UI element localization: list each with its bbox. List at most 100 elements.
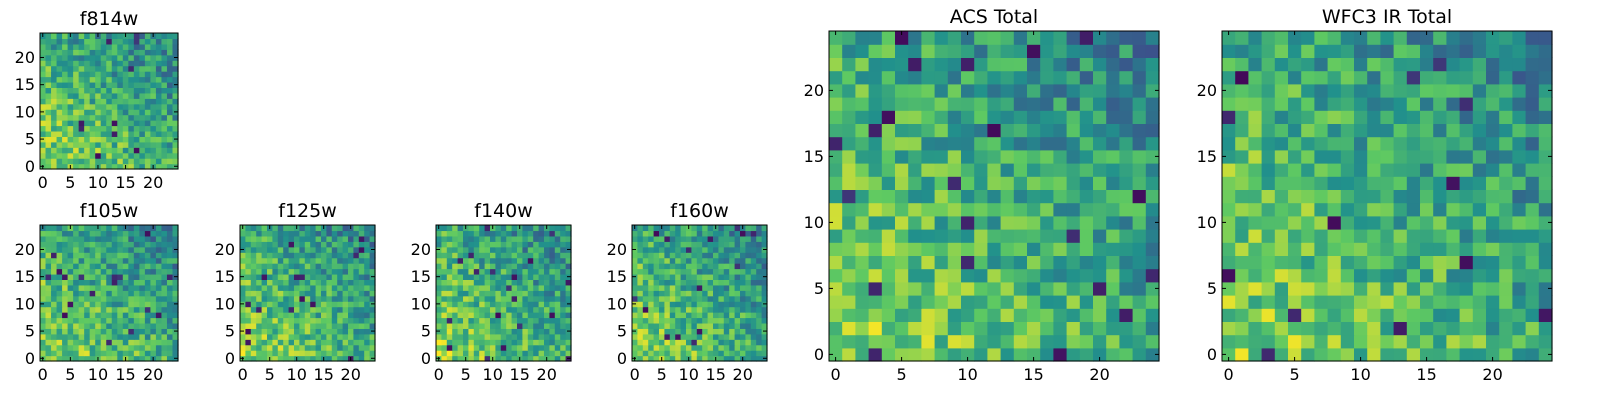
heatmap-cell xyxy=(527,284,534,291)
heatmap-cell xyxy=(1446,176,1461,190)
heatmap-cell xyxy=(895,83,909,98)
heatmap-cell xyxy=(522,235,529,242)
heatmap-cell xyxy=(1027,44,1041,58)
heatmap-cell xyxy=(1314,229,1329,243)
heatmap-cell xyxy=(56,109,63,116)
heatmap-cell xyxy=(729,333,736,340)
heatmap-cell xyxy=(1119,215,1134,230)
heatmap-cell xyxy=(745,322,752,329)
y-tick-label: 5 xyxy=(25,130,35,149)
heatmap-cell xyxy=(1093,189,1107,204)
heatmap-cell xyxy=(761,344,768,351)
heatmap-cell xyxy=(463,295,469,302)
heatmap-cell xyxy=(718,235,725,242)
heatmap-cell xyxy=(642,306,649,313)
heatmap-cell xyxy=(522,328,529,335)
heatmap-cell xyxy=(554,273,561,280)
heatmap-cell xyxy=(1340,281,1355,296)
heatmap-cell xyxy=(1261,334,1276,349)
heatmap-cell xyxy=(95,103,102,110)
heatmap-cell xyxy=(908,83,922,98)
y-tick-label: 0 xyxy=(421,349,431,368)
heatmap-cell xyxy=(106,54,113,61)
heatmap-cell xyxy=(78,350,85,357)
heatmap-cell xyxy=(150,344,157,351)
heatmap-cell xyxy=(348,322,354,329)
heatmap-cell xyxy=(855,255,870,270)
heatmap-cell xyxy=(111,268,118,275)
heatmap-cell xyxy=(84,230,91,237)
y-tick-label: 20 xyxy=(607,240,627,259)
heatmap-cell xyxy=(315,344,322,351)
heatmap-cell xyxy=(261,333,268,340)
heatmap-cell xyxy=(1446,215,1461,230)
heatmap-cell xyxy=(73,328,80,335)
heatmap-cell xyxy=(527,350,534,357)
heatmap-cell xyxy=(150,147,157,154)
heatmap-cell xyxy=(133,60,140,67)
heatmap-cell xyxy=(299,263,306,270)
heatmap-cell xyxy=(921,70,936,85)
heatmap-cell xyxy=(1327,176,1342,190)
heatmap-cell xyxy=(283,339,290,346)
heatmap-cell xyxy=(1499,57,1513,72)
heatmap-cell xyxy=(100,92,107,99)
heatmap-cell xyxy=(150,317,157,324)
heatmap-cell xyxy=(696,252,703,259)
heatmap-cell xyxy=(73,235,80,242)
heatmap-cell xyxy=(756,225,763,232)
heatmap-cell xyxy=(842,334,856,349)
y-tick-label: 5 xyxy=(225,322,235,341)
heatmap-cell xyxy=(1040,281,1054,296)
heatmap-cell xyxy=(117,158,124,165)
heatmap-cell xyxy=(452,284,459,291)
heatmap-cell xyxy=(1093,295,1107,309)
heatmap-cell xyxy=(51,152,58,159)
heatmap-cell xyxy=(250,322,257,329)
heatmap-cell xyxy=(1354,229,1368,243)
heatmap-cell xyxy=(934,281,949,296)
x-tick-label: 15 xyxy=(1023,365,1043,384)
heatmap-cell xyxy=(62,322,69,329)
heatmap-cell xyxy=(632,344,638,351)
heatmap-cell xyxy=(155,273,163,280)
heatmap-cell xyxy=(111,235,118,242)
heatmap-cell xyxy=(84,92,91,99)
heatmap-cell xyxy=(56,235,63,242)
heatmap-cell xyxy=(718,241,725,248)
heatmap-cell xyxy=(829,334,843,349)
heatmap-cell xyxy=(1235,242,1249,256)
heatmap-cell xyxy=(1027,229,1041,243)
heatmap-cell xyxy=(1145,242,1160,256)
heatmap-cell xyxy=(1327,281,1342,296)
heatmap-cell xyxy=(947,308,962,322)
heatmap-cell xyxy=(1261,308,1276,322)
heatmap-cell xyxy=(560,263,567,270)
heatmap-cell xyxy=(128,322,135,329)
heatmap-cell xyxy=(310,339,317,346)
heatmap-cell xyxy=(895,110,909,124)
heatmap-cell xyxy=(89,43,96,50)
heatmap-cell xyxy=(457,284,464,291)
heatmap-cell xyxy=(283,333,290,340)
heatmap-cell xyxy=(921,149,936,164)
heatmap-cell xyxy=(723,350,730,357)
heatmap-cell xyxy=(729,252,736,259)
heatmap-cell xyxy=(172,312,179,319)
heatmap-cell xyxy=(1380,281,1395,296)
heatmap-cell xyxy=(89,295,96,302)
heatmap-cell xyxy=(277,241,284,248)
heatmap-cell xyxy=(267,284,273,291)
heatmap-cell xyxy=(1132,321,1147,336)
heatmap-cell xyxy=(473,322,480,329)
heatmap-cell xyxy=(1106,83,1120,98)
heatmap-cell xyxy=(299,317,306,324)
heatmap-cell xyxy=(277,263,284,270)
heatmap-cell xyxy=(1066,295,1081,309)
heatmap-cell xyxy=(1420,189,1434,204)
heatmap-cell xyxy=(326,268,333,275)
heatmap-cell xyxy=(691,246,698,253)
heatmap-cell xyxy=(51,38,58,45)
heatmap-cell xyxy=(1222,268,1236,283)
heatmap-cell xyxy=(696,273,703,280)
